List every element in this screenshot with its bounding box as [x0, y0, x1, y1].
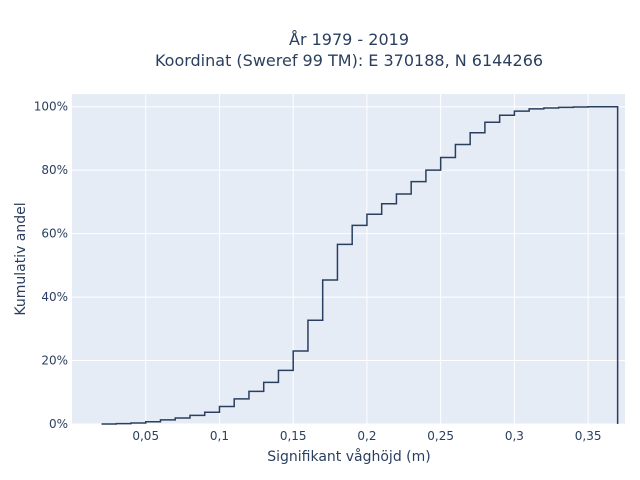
x-tick-label: 0,3 — [505, 429, 524, 443]
chart-title-line2: Koordinat (Sweref 99 TM): E 370188, N 61… — [155, 51, 543, 70]
x-tick-label: 0,1 — [210, 429, 229, 443]
y-tick-labels: 0% 20% 40% 60% 80% 100% — [34, 100, 68, 431]
x-gridlines — [145, 94, 589, 424]
plot-area — [72, 94, 625, 424]
y-tick-label: 100% — [34, 100, 68, 114]
x-tick-label: 0,25 — [427, 429, 454, 443]
y-tick-label: 0% — [49, 417, 68, 431]
x-tick-label: 0,15 — [280, 429, 307, 443]
y-tick-label: 20% — [41, 354, 68, 368]
y-axis-title: Kumulativ andel — [13, 202, 29, 315]
y-tick-label: 80% — [41, 163, 68, 177]
y-gridlines — [72, 106, 625, 425]
y-tick-label: 60% — [41, 227, 68, 241]
x-tick-labels: 0,05 0,1 0,15 0,2 0,25 0,3 0,35 — [132, 429, 601, 443]
series-layer — [101, 105, 619, 425]
x-axis-title: Signifikant våghöjd (m) — [267, 448, 430, 465]
x-tick-label: 0,2 — [357, 429, 376, 443]
x-tick-label: 0,35 — [575, 429, 602, 443]
chart-title-line1: År 1979 - 2019 — [289, 30, 409, 49]
cumulative-step-line — [101, 105, 619, 425]
y-tick-label: 40% — [41, 290, 68, 304]
x-tick-label: 0,05 — [132, 429, 159, 443]
